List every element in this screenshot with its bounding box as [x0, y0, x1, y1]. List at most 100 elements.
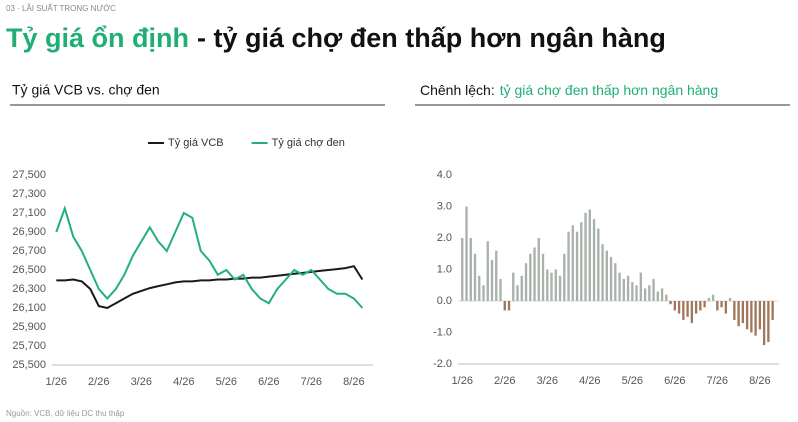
bar — [762, 301, 766, 346]
x-tick-label: 7/26 — [301, 376, 322, 388]
bar — [529, 253, 532, 301]
x-tick-label: 8/26 — [749, 375, 770, 387]
chart-title-highlight: tỷ giá chợ đen thấp hơn ngân hàng — [500, 82, 718, 98]
x-tick-label: 3/26 — [131, 376, 152, 388]
slide-title: Tỷ giá ổn định - tỷ giá chợ đen thấp hơn … — [6, 23, 666, 53]
bar — [512, 272, 515, 301]
bar — [614, 263, 617, 301]
section-label: 03 · LÃI SUẤT TRONG NƯỚC — [6, 3, 116, 13]
bar — [626, 275, 630, 301]
bar — [478, 275, 481, 301]
bar — [745, 301, 749, 330]
bar — [686, 301, 689, 317]
y-tick-label: 3.0 — [437, 200, 452, 212]
bar — [767, 301, 770, 342]
bar — [533, 247, 536, 301]
bar — [524, 263, 528, 301]
y-tick-label: 27,300 — [12, 188, 46, 200]
bar — [490, 260, 494, 301]
y-tick-label: 26,300 — [12, 283, 46, 295]
x-tick-label: 5/26 — [622, 375, 643, 387]
y-tick-label: 2.0 — [437, 232, 452, 244]
bar — [554, 269, 557, 301]
bar — [669, 301, 672, 305]
bar — [563, 253, 566, 301]
bar — [690, 301, 694, 324]
x-tick-label: 4/26 — [173, 376, 194, 388]
x-tick-label: 7/26 — [707, 375, 728, 387]
bar — [758, 301, 762, 330]
bar — [588, 209, 591, 301]
bar — [656, 291, 659, 301]
legend-label: Tỷ giá VCB — [168, 137, 224, 149]
x-tick-label: 6/26 — [258, 376, 279, 388]
bar — [558, 275, 562, 301]
bar — [677, 301, 681, 314]
bar — [618, 272, 621, 301]
bar — [639, 272, 642, 301]
y-tick-label: 26,700 — [12, 245, 46, 257]
bar — [707, 297, 711, 301]
bar — [635, 285, 638, 301]
line-series — [55, 205, 364, 309]
bar — [571, 225, 574, 301]
chart-title: Chênh lệch: tỷ giá chợ đen thấp hơn ngân … — [420, 82, 718, 98]
bar — [546, 269, 549, 301]
bar — [771, 301, 774, 320]
x-tick-label: 8/26 — [343, 376, 364, 388]
bar — [660, 288, 664, 301]
bar — [703, 301, 706, 308]
bar — [580, 222, 583, 301]
bar — [469, 238, 472, 301]
bar — [711, 294, 715, 301]
y-tick-label: 25,700 — [12, 340, 46, 352]
y-tick-label: 26,500 — [12, 264, 46, 276]
bar — [584, 212, 587, 301]
bar — [733, 301, 736, 320]
y-tick-label: 25,900 — [12, 321, 46, 333]
y-tick-label: 27,100 — [12, 207, 46, 219]
bar — [720, 301, 723, 308]
line-series — [56, 265, 364, 310]
x-tick-label: 5/26 — [216, 376, 237, 388]
bar — [699, 301, 702, 311]
bar — [601, 244, 604, 301]
bar — [605, 250, 608, 301]
chart-title-prefix: Chênh lệch: — [420, 82, 495, 98]
y-tick-label: 1.0 — [437, 263, 452, 275]
bar — [567, 231, 570, 301]
bar — [665, 294, 668, 301]
bar — [520, 275, 523, 301]
x-tick-label: 3/26 — [537, 375, 558, 387]
bar — [648, 285, 651, 301]
bar — [597, 228, 600, 301]
y-tick-label: 0.0 — [437, 295, 452, 307]
x-tick-label: 2/26 — [494, 375, 515, 387]
legend-label: Tỷ giá chợ đen — [272, 137, 345, 149]
bar — [473, 253, 477, 301]
source-note: Nguồn: VCB, dữ liệu DC thu thập — [6, 409, 125, 418]
x-tick-label: 1/26 — [452, 375, 473, 387]
bar — [622, 278, 625, 301]
x-tick-label: 6/26 — [664, 375, 685, 387]
bar — [465, 206, 468, 301]
title-highlight: Tỷ giá ổn định — [6, 23, 189, 53]
x-tick-label: 1/26 — [46, 376, 67, 388]
bar — [652, 278, 655, 301]
bar — [716, 301, 719, 311]
bar — [750, 301, 753, 333]
y-tick-label: 27,500 — [12, 169, 46, 181]
y-tick-label: 26,100 — [12, 302, 46, 314]
bar — [724, 301, 728, 314]
bar — [503, 301, 506, 311]
y-tick-label: -1.0 — [433, 326, 452, 338]
bar — [541, 253, 545, 301]
bar — [609, 256, 613, 301]
y-tick-label: 26,900 — [12, 226, 46, 238]
bar — [754, 301, 757, 336]
bar — [741, 301, 745, 324]
bar — [673, 301, 677, 311]
bar — [495, 250, 498, 301]
bar — [507, 301, 511, 311]
